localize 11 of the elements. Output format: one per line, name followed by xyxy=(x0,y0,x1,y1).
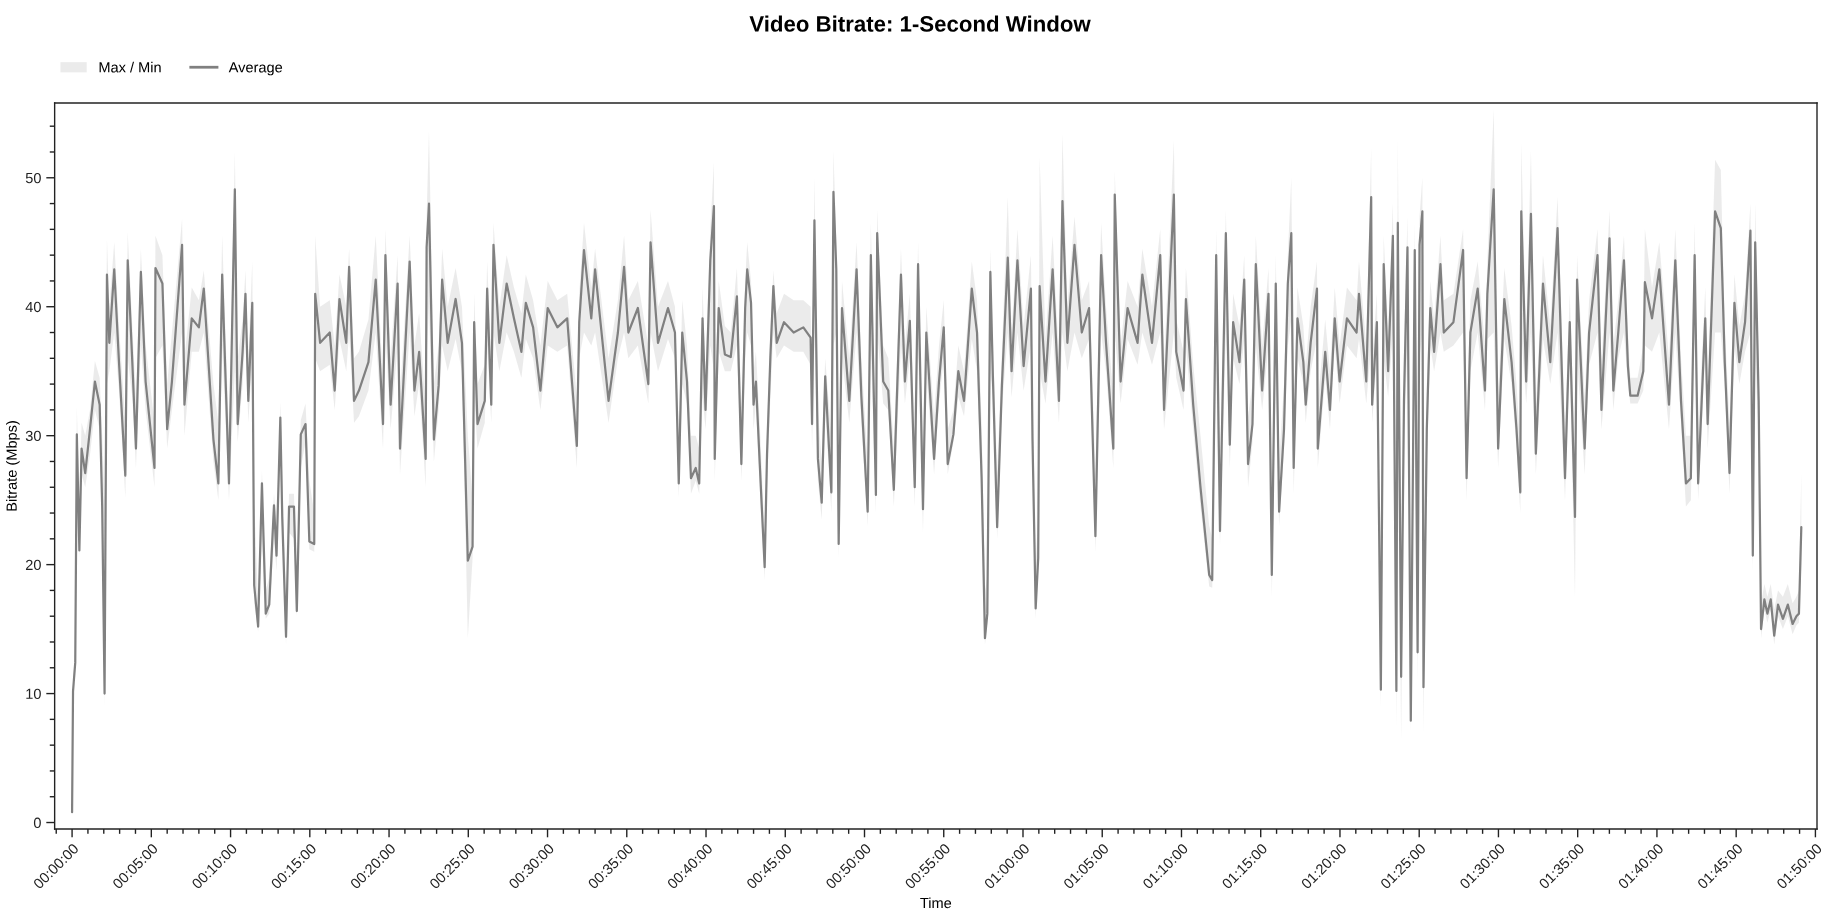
y-tick-label: 20 xyxy=(25,559,41,571)
legend-label: Average xyxy=(228,62,283,76)
y-tick-label: 10 xyxy=(26,688,41,699)
chart-title: Video Bitrate: 1-Second Window xyxy=(749,15,1091,32)
y-tick-label: 40 xyxy=(25,301,41,313)
y-tick-label: 30 xyxy=(25,430,41,442)
text: Max / Min xyxy=(99,61,161,73)
y-tick-label: 50 xyxy=(25,172,41,184)
y-axis-title: Bitrate (Mbps) xyxy=(6,421,20,511)
y-tick-label: 0 xyxy=(33,817,41,828)
x-axis-title: Time xyxy=(920,897,952,909)
